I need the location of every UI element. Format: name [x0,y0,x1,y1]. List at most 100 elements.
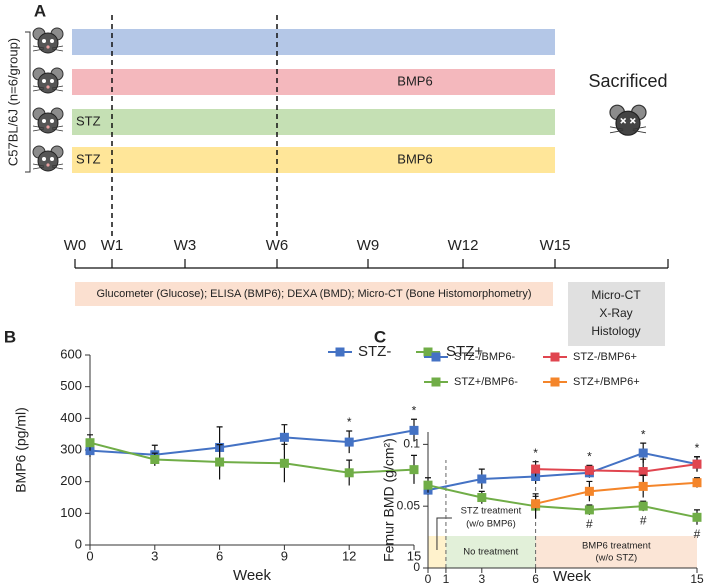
measurement-box [75,282,553,306]
significance-mark: * [412,403,417,417]
x-tick-label: 3 [151,548,158,563]
significance-mark: * [641,427,646,441]
point-marker [692,478,702,488]
series-line [89,441,415,474]
week-label: W1 [101,237,124,254]
point-marker [638,467,648,477]
week-label: W6 [266,237,289,254]
region [428,536,446,568]
panel-label: A [34,1,46,20]
legend-marker [431,352,441,362]
point-marker [477,493,487,503]
x-tick-label: 3 [478,572,485,584]
timeline-bar [72,147,555,173]
x-tick-label: 6 [532,572,539,584]
point-marker [531,464,541,474]
y-axis-label: Femur BMD (g/cm²) [381,438,397,562]
series-line [89,429,415,456]
point-marker [692,459,702,469]
region-label: BMP6 treatment [582,541,651,552]
region [445,536,536,568]
legend-marker [335,347,345,357]
week-label: W12 [448,237,479,254]
series-line [427,451,698,492]
y-tick-label: 0.1 [403,437,420,451]
legend-label: STZ-/BMP6- [454,351,515,363]
week-label: W3 [174,237,197,254]
timeline-bar [72,109,555,135]
point-marker [85,438,95,448]
point-marker [638,501,648,511]
legend-marker [550,377,560,387]
legend-label: STZ- [358,343,391,360]
region-label-box [453,504,528,532]
y-tick-label: 100 [60,505,82,520]
sacrificed-mouse [609,104,647,136]
point-marker [215,457,225,467]
timeline-bar [72,29,555,55]
week-label: W0 [64,237,87,254]
x-axis-label: Week [233,567,272,584]
mouse-icon [32,67,64,94]
x-tick-label: 6 [216,548,223,563]
legend-label: STZ+/BMP6- [454,376,518,388]
point-marker [638,448,648,458]
significance-mark: * [587,450,592,464]
y-tick-label: 0.05 [397,498,421,512]
legend-marker [423,347,433,357]
bar-start-label: STZ [76,151,101,166]
series-line [535,463,698,473]
y-tick-label: 0 [413,560,420,574]
point-marker [409,465,419,475]
legend-label: STZ+ [446,343,483,360]
y-tick-label: 200 [60,473,82,488]
series-line [535,481,698,505]
point-marker [584,505,594,515]
point-marker [477,474,487,484]
x-tick-label: 15 [407,548,421,563]
measurement-text: Glucometer (Glucose); ELISA (BMP6); DEXA… [96,288,531,300]
region-arrow [436,517,452,550]
region [535,536,697,568]
point-marker [692,512,702,522]
significance-mark: # [586,517,593,531]
y-axis-label: BMP6 (pg/ml) [13,407,29,493]
x-tick-label: 9 [281,548,288,563]
bar-label: BMP6 [397,73,432,88]
significance-mark: # [694,527,701,541]
final-box-text: Histology [591,324,640,338]
significance-mark: * [533,446,538,460]
legend-marker [431,377,441,387]
legend-label: STZ+/BMP6+ [573,376,640,388]
week-label: W9 [357,237,380,254]
sacrificed-label: Sacrificed [588,71,667,91]
point-marker [150,455,160,464]
bar-start-label: STZ [76,113,101,128]
x-axis-label: Week [553,568,592,584]
point-marker [638,481,648,491]
group-label: C57BL/6J (n=6/group) [5,38,20,166]
point-marker [279,432,289,442]
x-tick-label: 0 [86,548,93,563]
point-marker [344,468,354,478]
point-marker [584,465,594,475]
region-label: (w/o BMP6) [466,519,516,530]
legend-marker [550,352,560,362]
legend-label: STZ-/BMP6+ [573,351,637,363]
mouse-icon [32,27,64,54]
significance-mark: * [695,441,700,455]
point-marker [409,425,419,435]
panel-label: C [374,327,386,346]
significance-mark: * [347,415,352,429]
mouse-icon [32,107,64,134]
y-tick-label: 300 [60,441,82,456]
y-tick-label: 0 [75,536,82,551]
mouse-icon [32,145,64,172]
region-label: (w/o STZ) [595,553,637,564]
final-box-text: Micro-CT [591,288,641,302]
x-tick-label: 15 [690,572,704,584]
region-label: No treatment [463,547,518,558]
y-tick-label: 400 [60,410,82,425]
significance-mark: # [640,513,647,527]
